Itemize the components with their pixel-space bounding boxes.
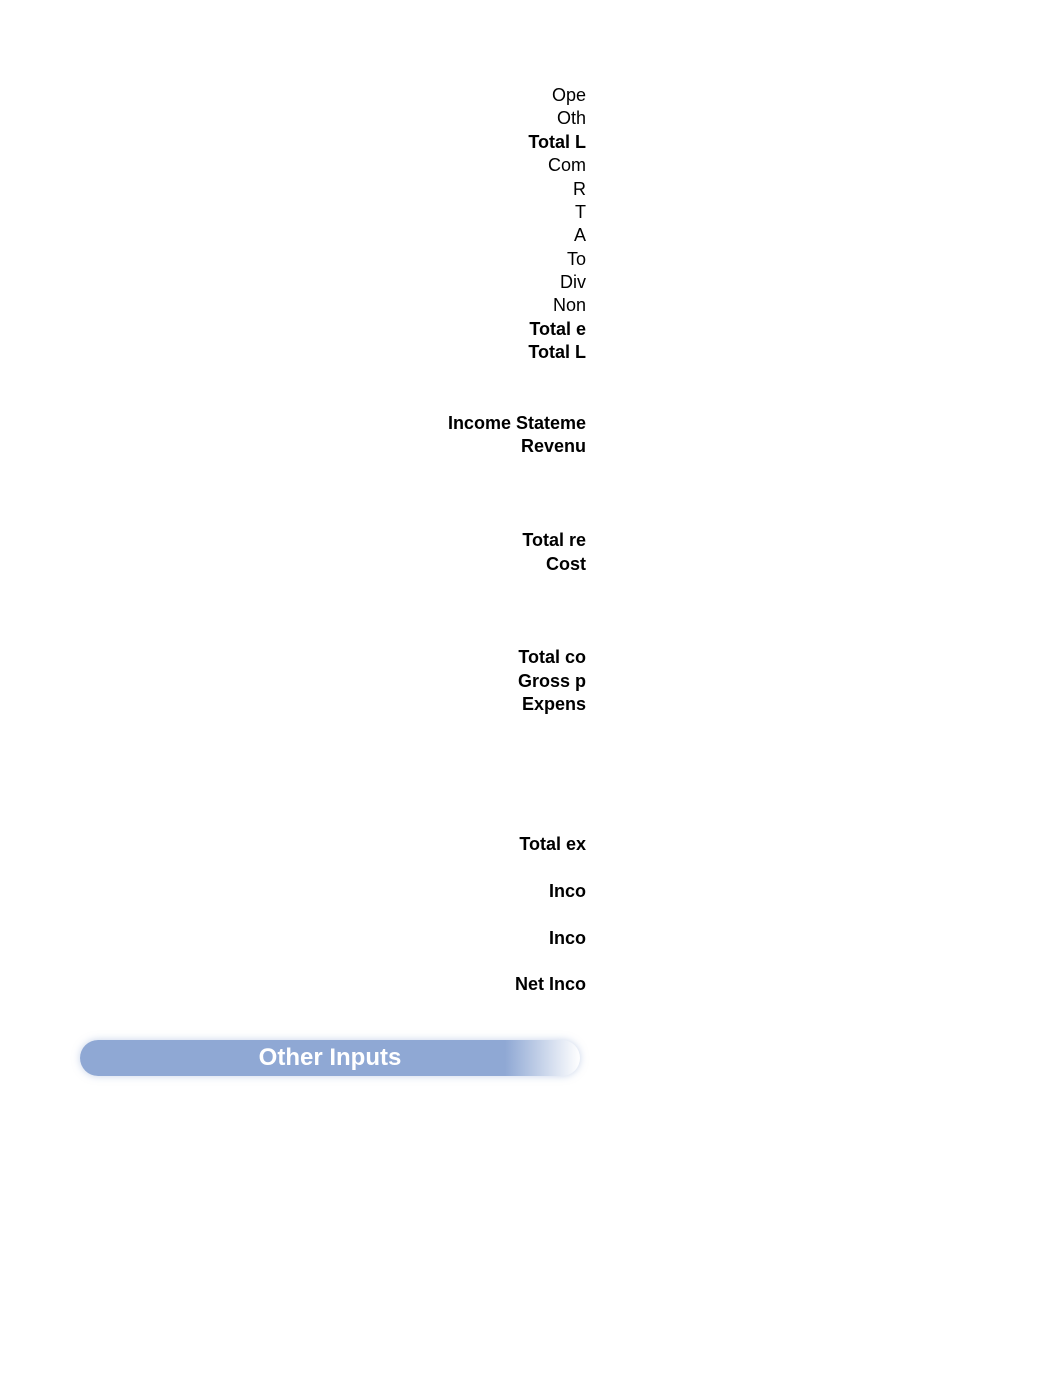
text-line: Total co: [518, 646, 586, 669]
text-line: To: [567, 248, 586, 271]
text-line: Total L: [528, 341, 586, 364]
text-line: Com: [548, 154, 586, 177]
text-line: Income Stateme: [448, 412, 586, 435]
text-line: Revenu: [521, 435, 586, 458]
text-line: Expens: [522, 693, 586, 716]
text-line: A: [574, 224, 586, 247]
other-inputs-label: Other Inputs: [259, 1044, 402, 1072]
text-line: Total L: [528, 131, 586, 154]
text-line: Net Inco: [515, 973, 586, 996]
text-line: T: [575, 201, 586, 224]
text-line: Oth: [557, 107, 586, 130]
text-line: Div: [560, 271, 586, 294]
text-line: Non: [553, 294, 586, 317]
text-line: Cost: [546, 553, 586, 576]
other-inputs-header: Other Inputs: [80, 1040, 580, 1076]
text-line: Inco: [549, 927, 586, 950]
text-line: Total e: [529, 318, 586, 341]
text-line: Total re: [522, 529, 586, 552]
text-line: Ope: [552, 84, 586, 107]
text-line: Total ex: [519, 833, 586, 856]
text-line: Inco: [549, 880, 586, 903]
text-line: Gross p: [518, 670, 586, 693]
text-line: R: [573, 178, 586, 201]
